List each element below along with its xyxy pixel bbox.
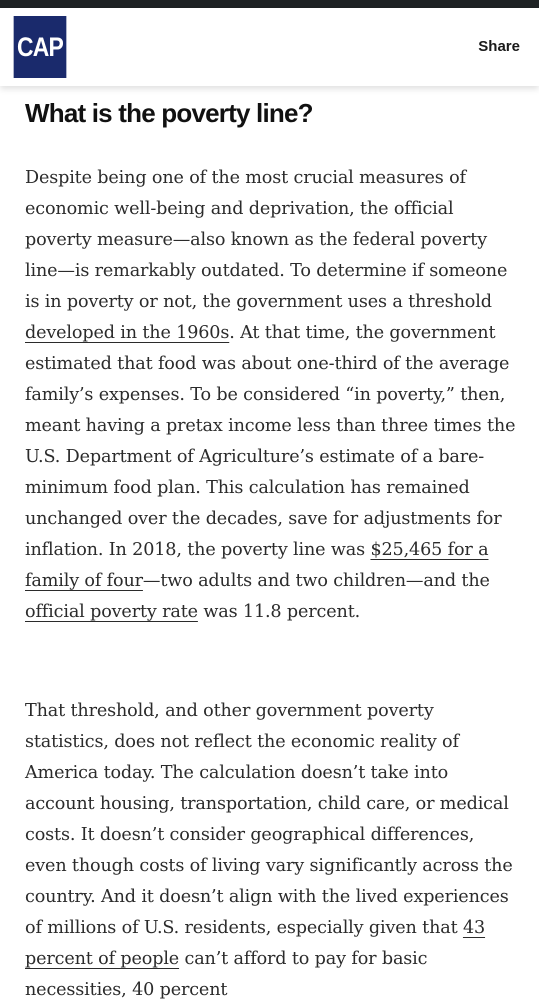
paragraph-text: —two adults and two children—and the	[142, 571, 490, 591]
paragraph-text: can’t afford to pay for basic necessitie…	[25, 949, 428, 1000]
paragraph-text: . At that time, the government estimated…	[25, 323, 516, 560]
share-button[interactable]: Share	[478, 38, 520, 55]
section-heading: What is the poverty line?	[25, 98, 314, 128]
cap-logo[interactable]: CAP	[13, 16, 67, 78]
paragraph-text: That threshold, and other government pov…	[25, 701, 513, 938]
status-bar	[0, 0, 539, 8]
article-body: What is the poverty line? Despite being …	[25, 96, 517, 1000]
paragraph-text: Despite being one of the most crucial me…	[25, 168, 508, 312]
site-header: CAP Share	[0, 8, 539, 86]
link-official-poverty-rate[interactable]: official poverty rate	[25, 602, 198, 622]
link-43-percent[interactable]: 43 percent of people	[25, 918, 486, 969]
paragraph-2: That threshold, and other government pov…	[25, 696, 517, 1006]
link-poverty-line-amount[interactable]: $25,465 for a family of four	[25, 540, 489, 591]
paragraph-1: Despite being one of the most crucial me…	[25, 163, 517, 628]
paragraph-text: was 11.8 percent.	[197, 602, 361, 622]
link-developed-1960s[interactable]: developed in the 1960s	[25, 323, 230, 343]
